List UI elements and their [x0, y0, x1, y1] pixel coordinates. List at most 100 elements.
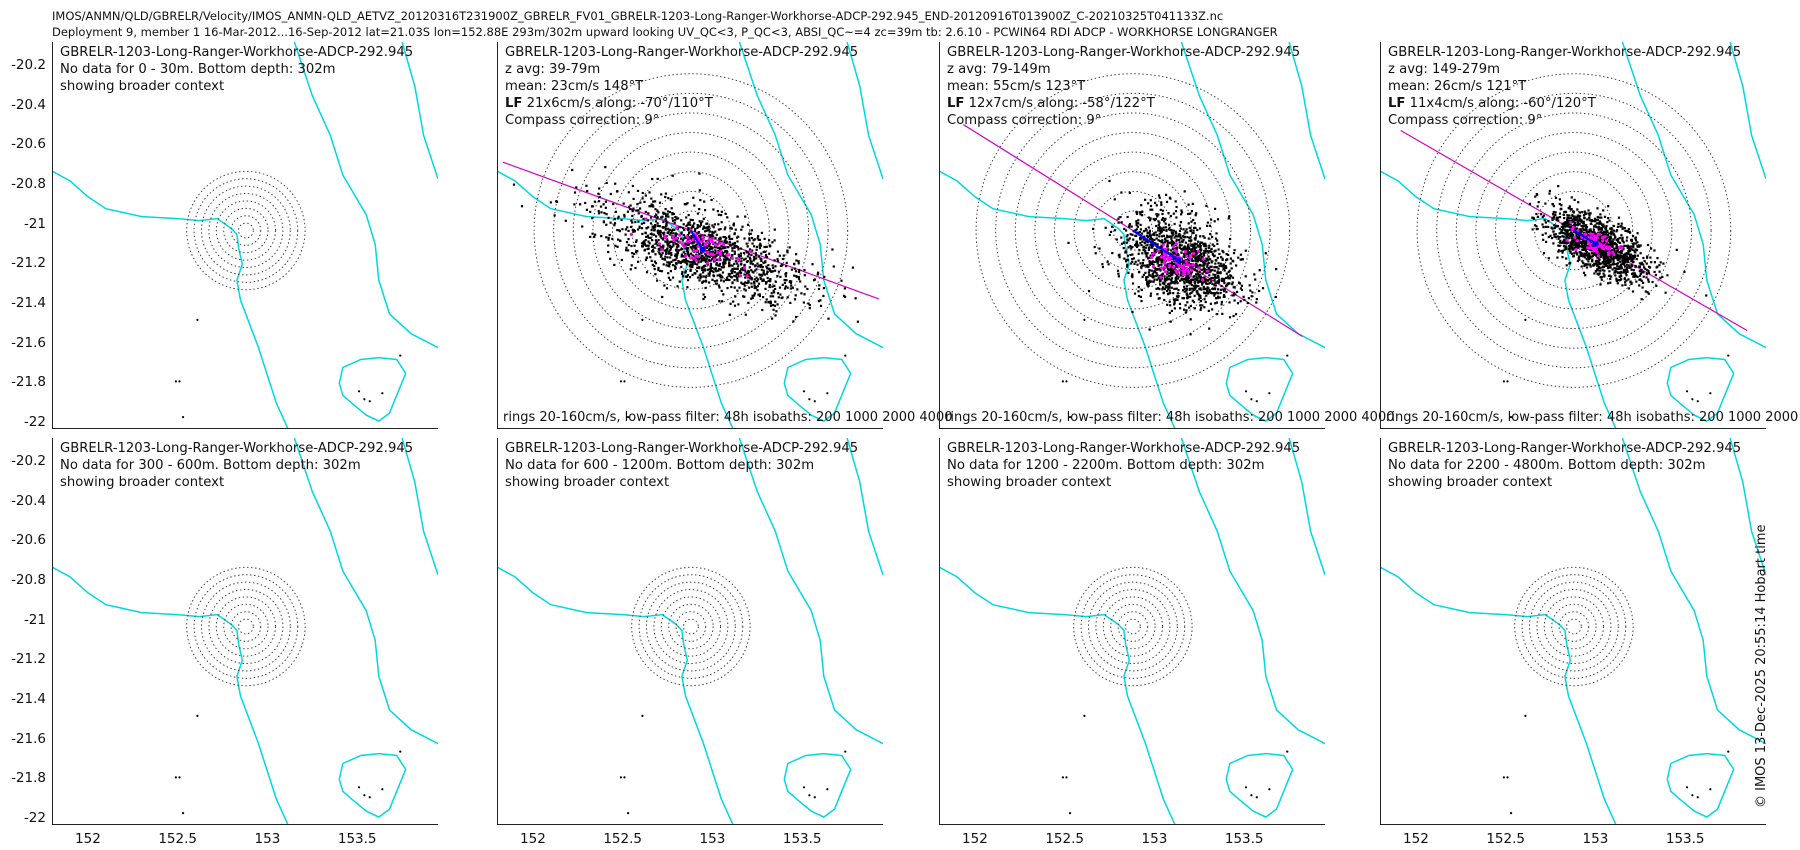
velocity-point — [1177, 289, 1180, 292]
velocity-point — [659, 255, 663, 258]
velocity-point — [1261, 287, 1265, 290]
velocity-point — [632, 230, 635, 233]
velocity-point — [1628, 253, 1631, 256]
velocity-point — [1200, 257, 1203, 260]
velocity-point — [746, 276, 749, 279]
velocity-point — [713, 223, 716, 226]
velocity-point — [708, 230, 711, 233]
velocity-point — [1609, 237, 1612, 240]
velocity-point — [651, 204, 654, 207]
velocity-point — [646, 219, 649, 222]
velocity-point — [750, 253, 753, 257]
islet-dot — [1509, 811, 1513, 815]
velocity-point — [1705, 294, 1708, 297]
velocity-point — [728, 241, 731, 244]
velocity-point — [1580, 228, 1583, 231]
velocity-point — [764, 287, 767, 290]
x-tick-label: 152 — [1403, 831, 1429, 847]
velocity-point — [1153, 238, 1156, 241]
velocity-point — [1610, 257, 1614, 260]
velocity-point — [658, 201, 662, 204]
velocity-point — [1604, 231, 1607, 234]
velocity-point — [624, 228, 627, 231]
velocity-point — [613, 222, 617, 225]
velocity-point — [1596, 264, 1599, 267]
velocity-point — [1615, 251, 1618, 254]
velocity-point — [759, 274, 762, 277]
velocity-point — [1616, 240, 1619, 243]
velocity-point — [1588, 244, 1591, 248]
velocity-point — [1156, 268, 1159, 271]
velocity-point — [750, 229, 753, 232]
velocity-point — [1128, 224, 1131, 227]
velocity-point — [1664, 291, 1667, 294]
velocity-point — [1539, 213, 1543, 216]
velocity-point — [760, 252, 763, 255]
velocity-point — [641, 227, 644, 230]
velocity-point — [1155, 249, 1158, 252]
velocity-point — [1198, 293, 1201, 296]
velocity-point — [644, 194, 647, 197]
velocity-point — [664, 255, 667, 258]
velocity-point — [711, 258, 714, 261]
velocity-point — [679, 226, 682, 229]
velocity-point — [1154, 274, 1157, 278]
velocity-point — [662, 263, 665, 266]
velocity-point — [1138, 211, 1141, 214]
velocity-point — [1630, 257, 1633, 260]
velocity-point — [771, 317, 774, 320]
velocity-point — [1187, 203, 1190, 206]
lowpass-point — [1601, 239, 1605, 243]
velocity-point — [1661, 275, 1664, 278]
velocity-point — [764, 250, 767, 253]
velocity-point — [706, 245, 709, 248]
velocity-point — [654, 273, 657, 276]
velocity-point — [1243, 298, 1246, 301]
velocity-point — [1645, 276, 1648, 279]
velocity-point — [1607, 259, 1610, 262]
lowpass-point — [1174, 269, 1178, 273]
velocity-point — [1587, 260, 1590, 263]
velocity-point — [1627, 228, 1630, 231]
velocity-point — [709, 264, 712, 267]
velocity-point — [672, 276, 675, 279]
velocity-point — [1569, 261, 1572, 264]
velocity-point — [692, 241, 696, 244]
speed-ring — [215, 596, 276, 657]
velocity-point — [697, 258, 700, 261]
velocity-point — [731, 281, 734, 284]
velocity-point — [732, 223, 735, 226]
lowpass-point — [694, 258, 698, 263]
velocity-point — [1205, 288, 1208, 291]
velocity-point — [639, 201, 642, 204]
velocity-point — [733, 279, 736, 282]
velocity-point — [773, 228, 776, 231]
velocity-point — [785, 279, 788, 282]
velocity-point — [1573, 228, 1576, 231]
velocity-point — [1180, 240, 1183, 243]
velocity-point — [1169, 267, 1172, 270]
velocity-point — [1655, 266, 1658, 269]
velocity-point — [753, 278, 756, 281]
velocity-point — [1615, 255, 1618, 258]
velocity-point — [1236, 302, 1240, 305]
velocity-point — [804, 285, 807, 288]
velocity-point — [1551, 203, 1555, 206]
velocity-point — [1126, 254, 1129, 257]
velocity-point — [643, 249, 646, 252]
velocity-point — [791, 286, 794, 289]
velocity-point — [674, 253, 677, 256]
velocity-point — [1148, 229, 1151, 232]
velocity-point — [666, 261, 669, 264]
velocity-point — [817, 300, 820, 303]
velocity-point — [1625, 274, 1628, 277]
velocity-point — [1153, 260, 1156, 263]
velocity-point — [1195, 270, 1198, 273]
velocity-point — [762, 296, 765, 299]
velocity-point — [1181, 235, 1185, 238]
velocity-point — [1154, 217, 1157, 221]
velocity-scatter — [1528, 185, 1708, 301]
velocity-point — [1211, 268, 1214, 272]
velocity-point — [645, 244, 648, 247]
velocity-point — [1563, 217, 1566, 220]
